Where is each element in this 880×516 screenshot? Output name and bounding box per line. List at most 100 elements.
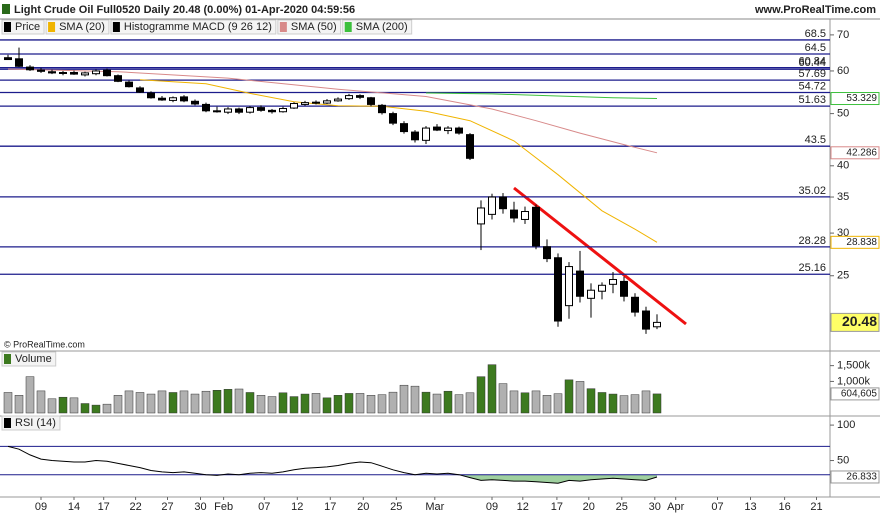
value-box	[830, 470, 880, 484]
x-tick-label: 25	[390, 501, 402, 513]
y-tick-label: 1,500k	[837, 360, 871, 372]
x-tick-label: 17	[551, 501, 563, 513]
x-tick-label: 16	[778, 501, 790, 513]
volume-bar	[377, 394, 387, 414]
candle-body	[135, 87, 144, 93]
x-tick-label: 21	[810, 501, 822, 513]
volume-bar	[355, 393, 365, 414]
level-label: 28.28	[798, 235, 826, 247]
candle-body	[433, 126, 442, 131]
volume-bar	[542, 395, 552, 414]
x-tick-label: 20	[357, 501, 369, 513]
volume-bar	[179, 390, 189, 414]
volume-bar	[487, 364, 497, 414]
x-tick-label: 30	[194, 501, 206, 513]
value-box	[830, 235, 880, 249]
volume-bar	[135, 392, 145, 414]
level-label: 43.5	[805, 134, 826, 146]
y-tick-label: 100	[837, 419, 855, 431]
candle-body	[102, 69, 111, 77]
volume-bar	[212, 390, 222, 414]
value-box	[830, 92, 880, 106]
x-tick-label: 09	[35, 501, 47, 513]
candle-body	[245, 107, 254, 113]
legend-swatch	[112, 22, 120, 32]
volume-bar	[102, 403, 112, 414]
candle-body	[521, 211, 530, 220]
legend-label: SMA (20)	[59, 21, 105, 33]
volume-bar	[146, 393, 156, 414]
volume-bar	[476, 376, 486, 414]
volume-bar	[619, 395, 629, 414]
value-label: 42.286	[846, 147, 877, 158]
candle-body	[598, 284, 607, 292]
value-box	[830, 146, 880, 160]
candle-body	[69, 72, 78, 75]
sma-line	[7, 68, 658, 154]
candle-body	[58, 72, 67, 75]
candle-body	[168, 97, 177, 101]
candle-body	[488, 196, 497, 215]
candle-body	[344, 95, 353, 100]
level-label: 54.72	[798, 80, 826, 92]
x-tick-label: 09	[486, 501, 498, 513]
volume-bar	[575, 381, 585, 414]
volume-bar	[520, 392, 530, 414]
x-tick-label: 27	[161, 501, 173, 513]
candle-body	[411, 131, 419, 141]
value-label: 604,605	[841, 389, 878, 400]
legend-label: SMA (200)	[356, 21, 408, 33]
candle-body	[311, 101, 320, 104]
y-tick-label: 50	[837, 454, 849, 466]
candle-body	[631, 296, 640, 313]
legend-swatch	[48, 22, 56, 32]
candle-body	[36, 69, 45, 72]
candle-body	[466, 134, 475, 159]
copyright: © ProRealTime.com	[4, 339, 85, 349]
candle-body	[146, 92, 155, 99]
candle-body	[157, 97, 166, 101]
value-label: 28.838	[846, 237, 877, 248]
candle-body	[124, 81, 133, 88]
candle-body	[587, 289, 596, 299]
x-tick-label: 17	[98, 501, 110, 513]
volume-bar	[256, 395, 266, 414]
level-label: 25.16	[798, 262, 826, 274]
candle-body	[201, 103, 210, 112]
legend-swatch	[344, 22, 352, 32]
volume-bar	[3, 392, 13, 414]
volume-bar	[157, 390, 167, 414]
volume-bar	[443, 390, 453, 414]
candle-body	[399, 123, 408, 133]
x-tick-label: 17	[324, 501, 336, 513]
candle-body	[510, 209, 519, 219]
candle-body	[80, 72, 89, 76]
legend-box	[1, 351, 57, 367]
volume-bar	[465, 392, 475, 414]
site-link[interactable]: www.ProRealTime.com	[754, 4, 876, 16]
x-tick-label: Mar	[425, 501, 444, 513]
legend-label: RSI (14)	[15, 417, 56, 429]
legend-label: Volume	[15, 353, 52, 365]
volume-bar	[509, 390, 519, 414]
candle-body	[223, 108, 232, 113]
candle-body	[543, 246, 552, 260]
candle-body	[499, 196, 508, 210]
volume-bar	[311, 393, 321, 414]
volume-bar	[47, 398, 57, 414]
candle-body	[477, 207, 486, 225]
volume-bar	[36, 390, 46, 414]
volume-bar	[564, 379, 574, 414]
volume-bar	[366, 395, 376, 414]
x-tick-label: 30	[649, 501, 661, 513]
legend-label: Histogramme MACD (9 26 12)	[124, 21, 272, 33]
y-tick-label: 35	[837, 191, 849, 203]
legend-swatch	[4, 418, 11, 428]
volume-bar	[630, 394, 640, 414]
level-label: 35.02	[798, 185, 826, 197]
candle-body	[455, 127, 464, 134]
legend-swatch	[4, 354, 11, 364]
level-label: 51.63	[798, 94, 826, 106]
y-tick-label: 60	[837, 65, 849, 77]
candle-body	[333, 98, 342, 102]
